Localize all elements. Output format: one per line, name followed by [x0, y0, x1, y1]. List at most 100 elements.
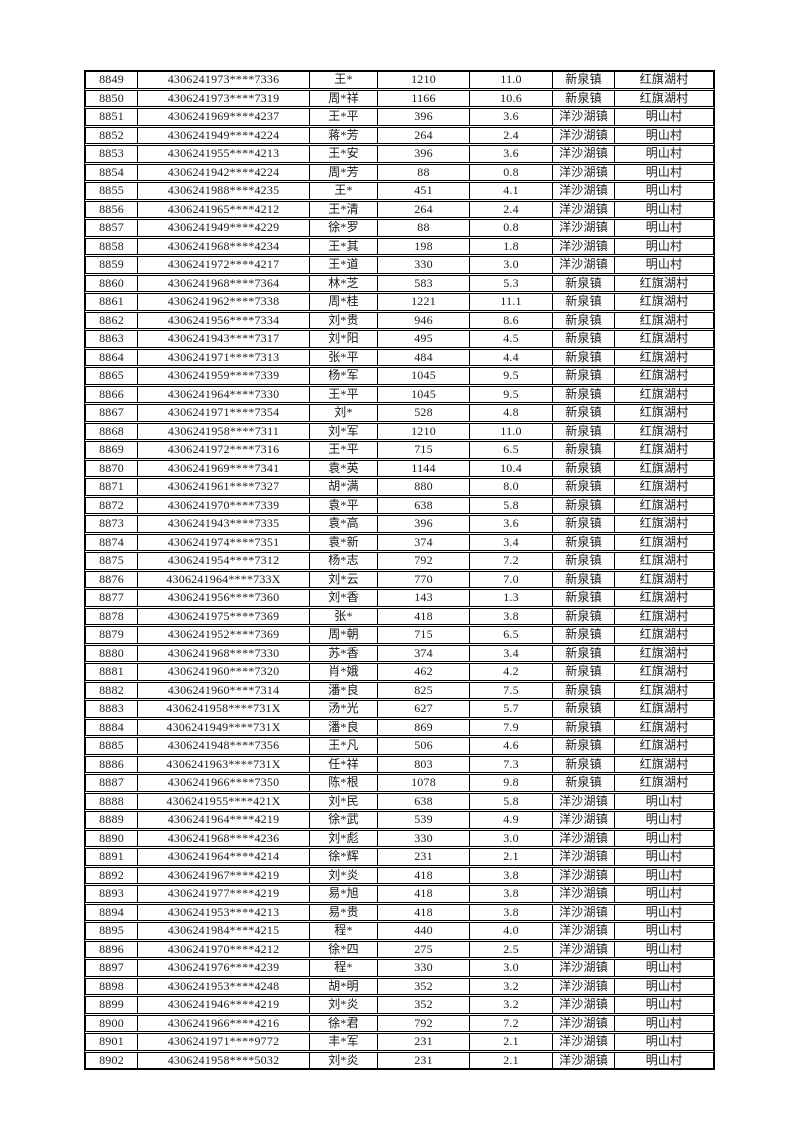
cell-name: 刘*军 [310, 423, 378, 439]
cell-masked-id: 4306241967****4219 [138, 867, 310, 883]
cell-masked-id: 4306241968****4236 [138, 830, 310, 846]
cell-masked-id: 4306241973****7319 [138, 90, 310, 106]
cell-town: 洋沙湖镇 [553, 164, 615, 180]
table-row: 8862 4306241956****7334 刘*贵 946 8.6 新泉镇 … [85, 311, 714, 329]
cell-town: 洋沙湖镇 [553, 830, 615, 846]
table-row: 8880 4306241968****7330 苏*香 374 3.4 新泉镇 … [85, 644, 714, 662]
cell-rate: 4.5 [470, 331, 553, 347]
cell-masked-id: 4306241949****4229 [138, 220, 310, 236]
cell-amount: 946 [378, 312, 470, 328]
table-row: 8893 4306241977****4219 易*旭 418 3.8 洋沙湖镇… [85, 885, 714, 903]
cell-masked-id: 4306241975****7369 [138, 608, 310, 624]
cell-name: 张* [310, 608, 378, 624]
cell-rate: 3.6 [470, 516, 553, 532]
cell-rate: 3.0 [470, 830, 553, 846]
table-row: 8891 4306241964****4214 徐*辉 231 2.1 洋沙湖镇… [85, 848, 714, 866]
cell-village: 明山村 [645, 997, 683, 1012]
cell-town: 新泉镇 [553, 90, 615, 106]
cell-amount: 869 [378, 719, 470, 735]
cell-row-number: 8890 [86, 830, 138, 846]
cell-row-number: 8852 [86, 127, 138, 143]
cell-row-number: 8867 [86, 405, 138, 421]
cell-rate: 2.1 [470, 1034, 553, 1050]
cell-village: 明山村 [645, 220, 683, 235]
cell-town: 新泉镇 [553, 516, 615, 532]
cell-masked-id: 4306241973****7336 [138, 72, 310, 88]
cell-name: 王*平 [310, 386, 378, 402]
cell-masked-id: 4306241972****7316 [138, 442, 310, 458]
cell-rate: 2.1 [470, 1052, 553, 1068]
cell-row-number: 8874 [86, 534, 138, 550]
cell-row-number: 8879 [86, 627, 138, 643]
cell-amount: 770 [378, 571, 470, 587]
cell-rate: 7.9 [470, 719, 553, 735]
cell-amount: 275 [378, 941, 470, 957]
cell-row-number: 8859 [86, 257, 138, 273]
table-row: 8892 4306241967****4219 刘*炎 418 3.8 洋沙湖镇… [85, 866, 714, 884]
cell-rate: 7.3 [470, 756, 553, 772]
cell-village: 红旗湖村 [639, 423, 689, 438]
cell-rate: 4.1 [470, 183, 553, 199]
cell-amount: 880 [378, 479, 470, 495]
cell-amount: 825 [378, 682, 470, 698]
cell-name: 徐*君 [310, 1015, 378, 1031]
cell-rate: 9.8 [470, 775, 553, 791]
table-row: 8855 4306241988****4235 王* 451 4.1 洋沙湖镇 … [85, 182, 714, 200]
cell-row-number: 8873 [86, 516, 138, 532]
cell-village: 红旗湖村 [639, 719, 689, 734]
cell-name: 王*平 [310, 442, 378, 458]
cell-rate: 10.6 [470, 90, 553, 106]
cell-name: 王* [310, 72, 378, 88]
cell-rate: 2.4 [470, 127, 553, 143]
table-row: 8887 4306241966****7350 陈*根 1078 9.8 新泉镇… [85, 774, 714, 792]
cell-name: 陈*根 [310, 775, 378, 791]
cell-name: 刘*彪 [310, 830, 378, 846]
cell-row-number: 8883 [86, 701, 138, 717]
cell-masked-id: 4306241964****733X [138, 571, 310, 587]
cell-village: 红旗湖村 [639, 756, 689, 771]
cell-masked-id: 4306241963****731X [138, 756, 310, 772]
cell-town: 洋沙湖镇 [553, 183, 615, 199]
table-row: 8877 4306241956****7360 刘*香 143 1.3 新泉镇 … [85, 589, 714, 607]
cell-row-number: 8854 [86, 164, 138, 180]
cell-name: 潘*良 [310, 719, 378, 735]
cell-name: 张*平 [310, 349, 378, 365]
cell-masked-id: 4306241977****4219 [138, 886, 310, 902]
cell-amount: 803 [378, 756, 470, 772]
table-row: 8859 4306241972****4217 王*道 330 3.0 洋沙湖镇… [85, 256, 714, 274]
cell-masked-id: 4306241942****4224 [138, 164, 310, 180]
cell-masked-id: 4306241959****7339 [138, 368, 310, 384]
cell-amount: 528 [378, 405, 470, 421]
cell-village: 红旗湖村 [639, 312, 689, 327]
cell-town: 洋沙湖镇 [553, 941, 615, 957]
cell-village: 明山村 [645, 201, 683, 216]
table-row: 8849 4306241973****7336 王* 1210 11.0 新泉镇… [85, 71, 714, 89]
cell-masked-id: 4306241964****7330 [138, 386, 310, 402]
cell-masked-id: 4306241958****5032 [138, 1052, 310, 1068]
cell-row-number: 8870 [86, 460, 138, 476]
cell-masked-id: 4306241974****7351 [138, 534, 310, 550]
cell-masked-id: 4306241968****7330 [138, 645, 310, 661]
cell-village: 红旗湖村 [639, 682, 689, 697]
cell-name: 丰*军 [310, 1034, 378, 1050]
cell-town: 新泉镇 [553, 645, 615, 661]
cell-row-number: 8886 [86, 756, 138, 772]
table-row: 8885 4306241948****7356 王*凡 506 4.6 新泉镇 … [85, 737, 714, 755]
cell-town: 新泉镇 [553, 294, 615, 310]
cell-name: 杨*志 [310, 553, 378, 569]
cell-name: 潘*良 [310, 682, 378, 698]
cell-row-number: 8878 [86, 608, 138, 624]
cell-name: 王*平 [310, 109, 378, 125]
cell-village: 红旗湖村 [639, 349, 689, 364]
cell-masked-id: 4306241972****4217 [138, 257, 310, 273]
cell-name: 徐*四 [310, 941, 378, 957]
cell-village: 明山村 [645, 793, 683, 808]
cell-town: 新泉镇 [553, 682, 615, 698]
cell-rate: 3.8 [470, 867, 553, 883]
cell-amount: 231 [378, 1034, 470, 1050]
table-row: 8884 4306241949****731X 潘*良 869 7.9 新泉镇 … [85, 718, 714, 736]
table-row: 8850 4306241973****7319 周*祥 1166 10.6 新泉… [85, 89, 714, 107]
cell-row-number: 8897 [86, 960, 138, 976]
cell-masked-id: 4306241953****4248 [138, 978, 310, 994]
cell-name: 王*安 [310, 146, 378, 162]
